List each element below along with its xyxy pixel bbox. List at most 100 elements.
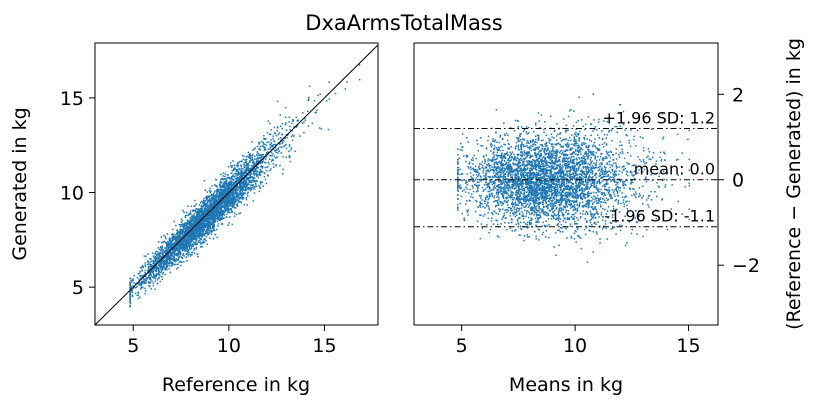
data-point xyxy=(129,297,132,300)
data-point xyxy=(630,170,632,173)
data-point xyxy=(283,139,285,142)
data-point xyxy=(269,143,271,146)
data-point xyxy=(240,197,242,200)
data-point xyxy=(186,248,189,250)
data-point xyxy=(606,238,608,240)
data-point xyxy=(195,220,197,222)
data-point xyxy=(249,190,252,192)
data-point xyxy=(206,211,208,213)
data-point xyxy=(254,155,256,157)
data-point xyxy=(253,161,255,164)
data-point xyxy=(172,235,174,238)
data-point xyxy=(162,263,165,265)
data-point xyxy=(158,273,161,276)
data-point xyxy=(325,100,328,102)
data-point xyxy=(229,197,231,199)
data-point xyxy=(220,200,222,203)
data-point xyxy=(189,239,191,242)
data-point xyxy=(293,135,295,137)
data-point xyxy=(181,249,184,252)
data-point xyxy=(139,296,141,298)
data-point xyxy=(154,288,156,291)
data-point xyxy=(260,166,262,168)
data-point xyxy=(178,240,181,242)
data-point xyxy=(250,188,252,191)
data-point xyxy=(236,178,238,180)
data-point xyxy=(267,120,269,122)
data-point xyxy=(196,235,198,238)
data-point xyxy=(575,189,577,191)
data-point xyxy=(166,243,168,245)
data-point xyxy=(282,172,284,175)
data-point xyxy=(470,166,472,168)
data-point xyxy=(222,209,224,212)
data-point xyxy=(210,201,212,204)
data-point xyxy=(231,206,234,208)
data-point xyxy=(205,219,208,221)
data-point xyxy=(176,244,178,247)
data-point xyxy=(239,212,242,214)
data-point xyxy=(633,188,635,191)
data-point xyxy=(186,227,189,229)
data-point xyxy=(228,187,230,189)
data-point xyxy=(216,210,218,212)
data-point xyxy=(161,245,163,247)
data-point xyxy=(157,247,159,249)
data-point xyxy=(212,211,214,214)
data-point xyxy=(135,283,137,285)
data-point xyxy=(160,265,162,268)
data-point xyxy=(228,222,230,224)
data-point xyxy=(184,245,186,247)
data-point xyxy=(149,268,152,270)
data-point xyxy=(222,196,224,198)
data-point xyxy=(317,94,319,97)
data-point xyxy=(214,203,216,206)
data-point xyxy=(197,221,199,223)
data-point xyxy=(209,187,211,190)
data-point xyxy=(178,237,180,239)
data-point xyxy=(208,189,211,192)
data-point xyxy=(144,275,147,278)
data-point xyxy=(215,197,218,199)
data-point xyxy=(586,205,588,208)
data-point xyxy=(188,244,190,246)
data-point xyxy=(240,183,242,185)
data-point xyxy=(228,195,230,198)
data-point xyxy=(185,240,188,243)
data-point xyxy=(247,188,249,191)
data-point xyxy=(203,203,205,205)
data-point xyxy=(243,183,246,185)
data-point xyxy=(253,162,255,165)
data-point xyxy=(524,167,526,170)
data-point xyxy=(549,184,552,186)
data-point xyxy=(218,200,220,202)
data-point xyxy=(226,177,228,179)
data-point xyxy=(538,239,540,241)
data-point xyxy=(215,189,217,192)
data-point xyxy=(217,218,219,220)
data-point xyxy=(250,165,253,167)
data-point xyxy=(307,125,310,127)
data-point xyxy=(181,240,183,242)
data-point xyxy=(151,280,153,283)
data-point xyxy=(263,176,266,178)
data-point xyxy=(223,194,226,196)
data-point xyxy=(182,254,184,256)
data-point xyxy=(197,215,200,217)
data-point xyxy=(233,204,235,206)
data-point xyxy=(185,230,187,233)
data-point xyxy=(170,262,172,265)
data-point xyxy=(248,183,250,186)
data-point xyxy=(318,127,321,129)
data-point xyxy=(459,202,461,205)
data-point xyxy=(236,192,238,194)
data-point xyxy=(192,223,194,225)
data-point xyxy=(246,186,248,189)
data-point xyxy=(203,241,205,243)
data-point xyxy=(588,199,590,201)
data-point xyxy=(609,163,611,166)
data-point xyxy=(239,193,242,195)
data-point xyxy=(154,258,157,260)
data-point xyxy=(246,167,249,170)
data-point xyxy=(178,238,181,241)
